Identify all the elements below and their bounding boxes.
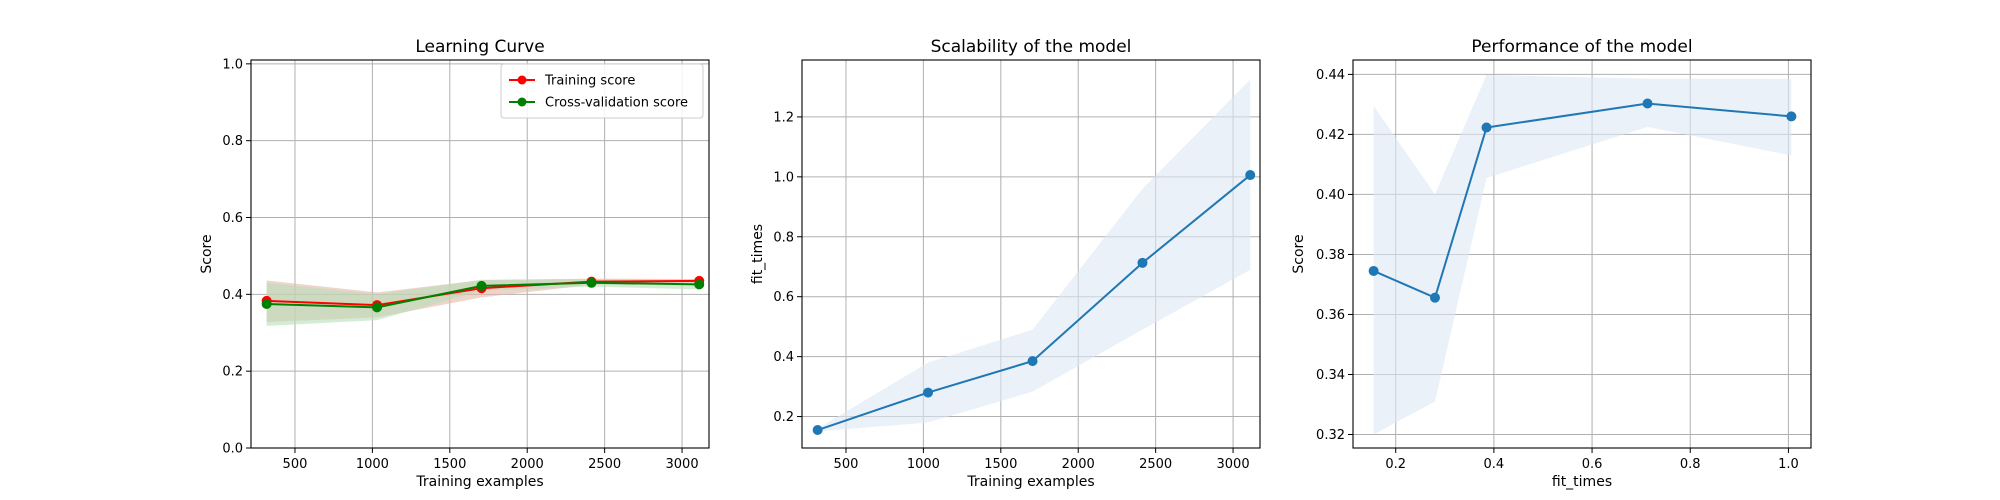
data-point xyxy=(1429,292,1440,303)
y-tick-label: 0.40 xyxy=(1316,188,1345,203)
chart-title: Learning Curve xyxy=(415,37,544,57)
axes-frame xyxy=(250,59,710,449)
y-axis-label: Score xyxy=(199,234,215,273)
data-point xyxy=(476,280,487,291)
x-tick-label: 3000 xyxy=(666,457,699,472)
x-axis-label: fit_times xyxy=(1552,474,1612,490)
y-tick-label: 1.2 xyxy=(773,110,794,125)
data-point xyxy=(923,387,934,398)
chart-panel-2: 500 1000 1500 2000 2500 3000 0.2 0.4 0.6 0.8 1.0 1.… xyxy=(750,37,1261,490)
y-tick-label: 0.6 xyxy=(773,290,794,305)
y-tick-label: 0.8 xyxy=(773,230,794,245)
y-tick-label: 1.0 xyxy=(222,57,243,72)
x-tick-label: 0.6 xyxy=(1582,457,1603,472)
chart-title: Performance of the model xyxy=(1471,37,1692,57)
axes-frame xyxy=(801,59,1261,449)
x-tick-label: 0.4 xyxy=(1484,457,1505,472)
chart-panel-3: 0.2 0.4 0.6 0.8 1.0 0.32 0.34 0.36 0.38 0.40 0.42 0… xyxy=(1291,37,1812,490)
legend-label: Cross-validation score xyxy=(545,96,688,111)
y-tick-label: 0.8 xyxy=(222,134,243,149)
x-tick-label: 2000 xyxy=(1062,457,1095,472)
y-tick-label: 0.44 xyxy=(1316,68,1345,83)
data-point xyxy=(1027,356,1038,367)
x-tick-label: 0.8 xyxy=(1680,457,1701,472)
chart-panel-1: 500 1000 1500 2000 2500 3000 0.0 0.2 0.4 0.6 0.8 1.… xyxy=(199,37,710,490)
x-tick-label: 3000 xyxy=(1217,457,1250,472)
data-point xyxy=(1245,170,1256,181)
data-point xyxy=(372,302,383,313)
x-tick-label: 2500 xyxy=(1139,457,1172,472)
y-tick-label: 0.0 xyxy=(222,442,243,457)
y-tick-label: 0.32 xyxy=(1316,428,1345,443)
x-tick-label: 1.0 xyxy=(1778,457,1799,472)
legend-marker xyxy=(517,75,527,85)
y-tick-label: 0.2 xyxy=(773,410,794,425)
legend: Training score Cross-validation score xyxy=(500,63,704,119)
y-axis-label: Score xyxy=(1291,234,1307,273)
x-tick-label: 2500 xyxy=(588,457,621,472)
y-tick-label: 1.0 xyxy=(773,170,794,185)
data-point xyxy=(694,279,705,290)
data-point xyxy=(1786,111,1797,122)
confidence-band-1 xyxy=(1373,75,1792,435)
confidence-band-1 xyxy=(817,79,1251,432)
x-tick-label: 2000 xyxy=(511,457,544,472)
data-point xyxy=(1137,257,1148,268)
y-tick-label: 0.38 xyxy=(1316,248,1345,263)
data-point xyxy=(261,298,272,309)
x-tick-label: 1500 xyxy=(984,457,1017,472)
x-tick-label: 500 xyxy=(283,457,308,472)
legend-label: Training score xyxy=(544,74,635,89)
chart-title: Scalability of the model xyxy=(931,37,1132,57)
x-tick-label: 1500 xyxy=(433,457,466,472)
legend-marker xyxy=(517,97,527,107)
data-point xyxy=(812,425,823,436)
x-tick-label: 1000 xyxy=(356,457,389,472)
data-point xyxy=(586,277,597,288)
data-point xyxy=(1481,122,1492,133)
y-tick-label: 0.36 xyxy=(1316,308,1345,323)
data-point xyxy=(1368,265,1379,276)
y-tick-label: 0.4 xyxy=(222,288,243,303)
y-axis-label: fit_times xyxy=(750,224,766,284)
y-tick-label: 0.34 xyxy=(1316,368,1345,383)
x-tick-label: 1000 xyxy=(907,457,940,472)
y-tick-label: 0.42 xyxy=(1316,128,1345,143)
y-tick-label: 0.6 xyxy=(222,211,243,226)
x-tick-label: 500 xyxy=(834,457,859,472)
x-axis-label: Training examples xyxy=(415,474,543,490)
data-point xyxy=(1642,98,1653,109)
y-tick-label: 0.2 xyxy=(222,365,243,380)
x-axis-label: Training examples xyxy=(966,474,1094,490)
y-tick-label: 0.4 xyxy=(773,350,794,365)
confidence-band-2 xyxy=(266,278,700,326)
x-tick-label: 0.2 xyxy=(1385,457,1406,472)
legend-box xyxy=(500,63,704,119)
